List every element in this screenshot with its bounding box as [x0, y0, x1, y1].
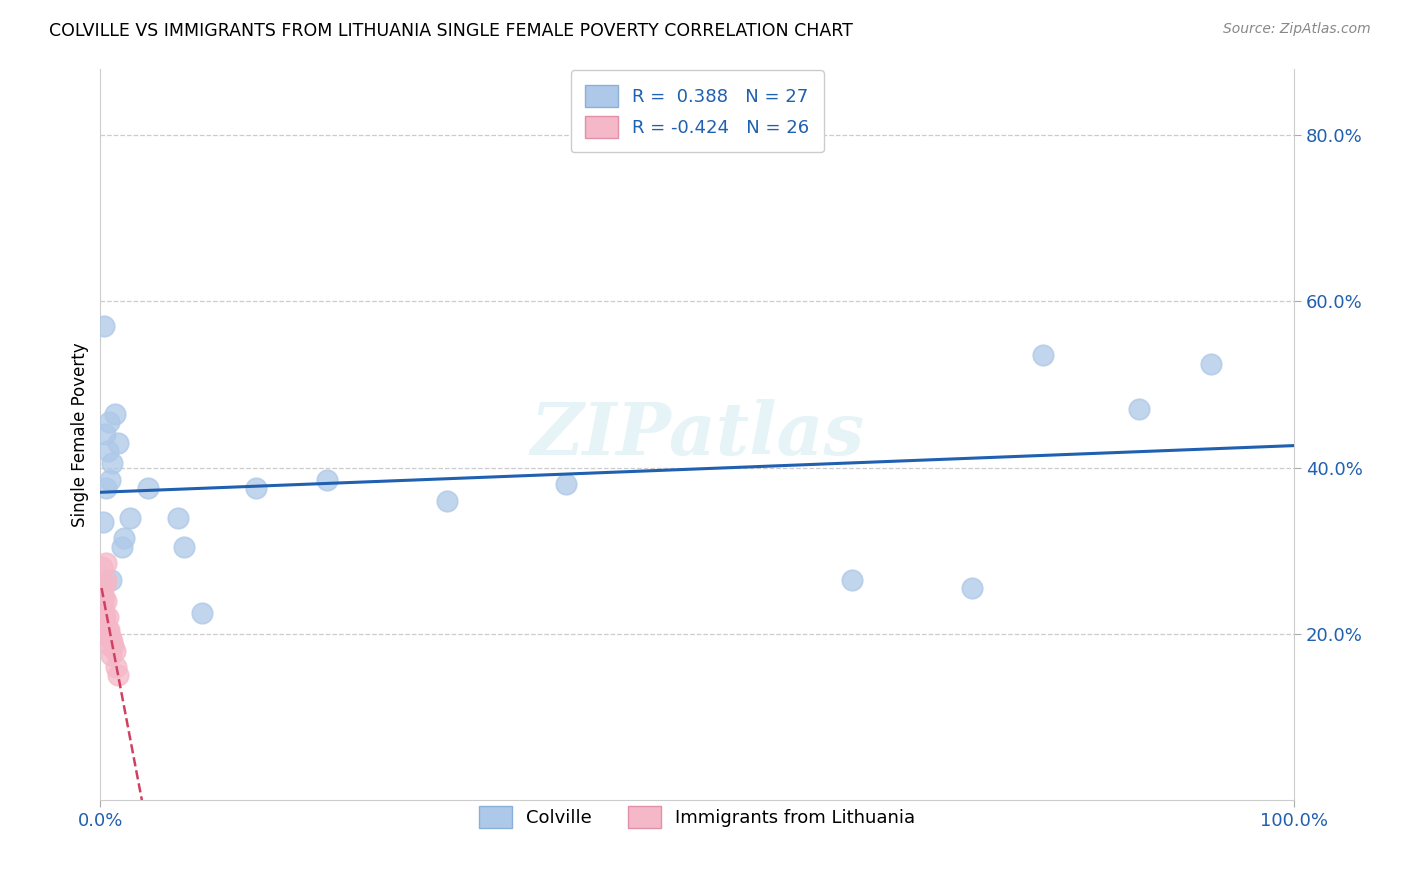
Point	[103, 640, 125, 654]
Text: COLVILLE VS IMMIGRANTS FROM LITHUANIA SINGLE FEMALE POVERTY CORRELATION CHART: COLVILLE VS IMMIGRANTS FROM LITHUANIA SI…	[49, 22, 853, 40]
Point	[96, 623, 118, 637]
Point	[841, 573, 863, 587]
Point	[94, 623, 117, 637]
Point	[100, 573, 122, 587]
Point	[104, 660, 127, 674]
Point	[120, 510, 142, 524]
Point	[90, 590, 112, 604]
Point	[960, 581, 983, 595]
Text: ZIPatlas: ZIPatlas	[530, 399, 865, 470]
Point	[167, 510, 190, 524]
Text: Source: ZipAtlas.com: Source: ZipAtlas.com	[1223, 22, 1371, 37]
Point	[111, 540, 134, 554]
Point	[316, 473, 339, 487]
Point	[91, 581, 114, 595]
Point	[112, 531, 135, 545]
Point	[1032, 348, 1054, 362]
Point	[100, 648, 122, 662]
Point	[100, 631, 122, 645]
Point	[94, 610, 117, 624]
Point	[94, 577, 117, 591]
Point	[90, 560, 112, 574]
Point	[1199, 357, 1222, 371]
Point	[97, 623, 120, 637]
Point	[436, 494, 458, 508]
Point	[91, 598, 114, 612]
Point	[104, 643, 127, 657]
Point	[94, 427, 117, 442]
Point	[96, 610, 118, 624]
Point	[101, 457, 124, 471]
Point	[101, 635, 124, 649]
Point	[93, 606, 115, 620]
Point	[96, 593, 118, 607]
Legend: Colville, Immigrants from Lithuania: Colville, Immigrants from Lithuania	[472, 798, 922, 835]
Point	[97, 631, 120, 645]
Point	[555, 477, 578, 491]
Point	[107, 435, 129, 450]
Point	[191, 606, 214, 620]
Point	[93, 319, 115, 334]
Point	[173, 540, 195, 554]
Y-axis label: Single Female Poverty: Single Female Poverty	[72, 342, 89, 526]
Point	[136, 482, 159, 496]
Point	[93, 590, 115, 604]
Point	[91, 515, 114, 529]
Point	[96, 444, 118, 458]
Point	[104, 407, 127, 421]
Point	[91, 606, 114, 620]
Point	[1128, 402, 1150, 417]
Point	[98, 473, 121, 487]
Point	[98, 640, 121, 654]
Point	[97, 415, 120, 429]
Point	[96, 482, 118, 496]
Point	[245, 482, 267, 496]
Point	[107, 668, 129, 682]
Point	[96, 573, 118, 587]
Point	[96, 556, 118, 570]
Point	[93, 615, 115, 629]
